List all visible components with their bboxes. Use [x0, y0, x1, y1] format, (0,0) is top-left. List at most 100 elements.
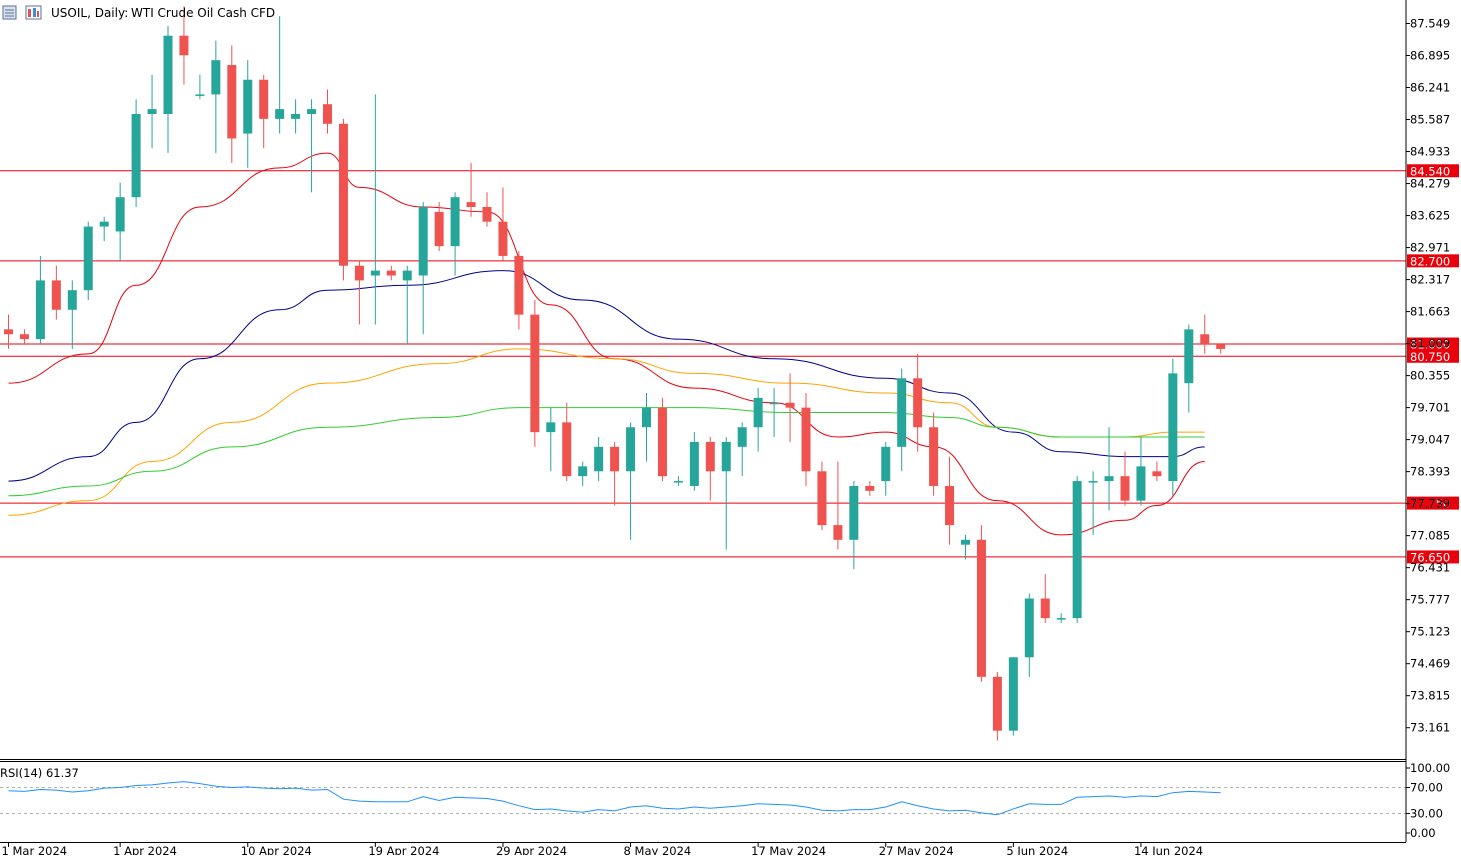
candle-body — [594, 446, 604, 472]
candle-body — [67, 290, 77, 310]
price-level-label: 80.750 — [1410, 350, 1450, 364]
moving-average-line — [8, 270, 1205, 482]
candle-body — [913, 378, 923, 428]
price-tick-label: 81.009 — [1410, 337, 1450, 351]
candle-body — [514, 255, 524, 315]
rsi-panel: RSI(14) 61.37 100.00 70.00 30.00 0.00 — [0, 761, 1450, 840]
candle — [1216, 344, 1226, 354]
time-tick-label: 29 Apr 2024 — [496, 844, 567, 855]
chart-window-icon[interactable] — [2, 5, 17, 20]
candle-body — [179, 35, 189, 56]
candlesticks — [4, 6, 1226, 741]
candle — [801, 392, 811, 486]
candle-body — [195, 94, 205, 96]
candle-body — [657, 407, 667, 477]
candle — [689, 432, 699, 491]
candle — [307, 99, 317, 193]
candle — [418, 202, 428, 335]
candle — [849, 481, 859, 570]
candle-body — [976, 539, 986, 677]
candle-body — [849, 485, 859, 540]
candle — [705, 437, 715, 501]
candle — [115, 182, 125, 261]
time-tick-label: 1 Mar 2024 — [2, 844, 68, 855]
symbol-description: WTI Crude Oil Cash CFD — [131, 6, 275, 20]
candle — [881, 441, 891, 496]
candle-body — [83, 226, 93, 291]
candle — [1008, 657, 1018, 736]
price-level-marker — [1407, 254, 1459, 268]
candle — [354, 260, 364, 325]
price-tick-label: 74.469 — [1410, 657, 1450, 671]
time-tick-label: 14 Jun 2024 — [1134, 844, 1203, 855]
moving-average-line — [8, 407, 1205, 497]
candle — [992, 671, 1002, 741]
candle-body — [115, 197, 125, 232]
candle — [594, 437, 604, 482]
candle-body — [642, 407, 651, 428]
candle — [51, 265, 61, 320]
candle-body — [705, 441, 715, 472]
price-tick-label: 77.085 — [1410, 529, 1450, 543]
price-level-label: 77.750 — [1410, 497, 1450, 511]
candle-body — [163, 35, 173, 114]
candle-body — [1040, 598, 1050, 619]
candle-body — [259, 79, 269, 119]
price-tick-label: 75.777 — [1410, 593, 1450, 607]
candle-body — [610, 446, 620, 472]
candle-body — [1008, 657, 1018, 731]
candle-body — [929, 427, 939, 486]
candle-body — [1152, 471, 1162, 477]
candle — [642, 392, 651, 462]
candle-body — [4, 329, 13, 335]
time-tick-label: 8 May 2024 — [624, 844, 692, 855]
candle — [147, 74, 157, 149]
candle — [737, 422, 747, 477]
candle — [1072, 476, 1082, 624]
candle-body — [897, 378, 907, 447]
price-tick-label: 87.549 — [1410, 17, 1450, 31]
candle — [227, 45, 237, 163]
time-tick-label: 10 Apr 2024 — [241, 844, 312, 855]
candle — [498, 187, 508, 261]
candle — [195, 74, 205, 100]
candle-body — [1216, 344, 1226, 349]
candle-body — [418, 206, 428, 276]
candle-body — [243, 79, 253, 134]
time-tick-label: 17 May 2024 — [751, 844, 826, 855]
candle — [833, 461, 843, 550]
candle-body — [1024, 598, 1034, 658]
time-tick-label: 5 Jun 2024 — [1006, 844, 1068, 855]
price-tick-label: 76.431 — [1410, 561, 1450, 575]
price-tick-label: 80.355 — [1410, 369, 1450, 383]
candle — [323, 89, 332, 134]
candle — [1056, 613, 1066, 624]
price-level-label: 84.540 — [1410, 164, 1450, 178]
candle-body — [992, 676, 1002, 731]
price-axis: 87.549 86.895 86.241 85.587 84.933 84.279 83.6… — [0, 0, 1450, 843]
candle — [530, 299, 540, 447]
candle-body — [865, 485, 875, 491]
candle-body — [450, 197, 460, 247]
price-level-label: 81.000 — [1410, 338, 1450, 352]
candle — [370, 94, 380, 325]
candle-body — [1072, 481, 1082, 619]
candle-body — [1184, 329, 1194, 384]
candle — [1136, 437, 1146, 506]
candle-body — [769, 402, 779, 405]
moving-average-line — [8, 152, 1205, 536]
candle — [83, 221, 93, 300]
candle-body — [386, 270, 396, 276]
price-tick-label: 85.587 — [1410, 113, 1450, 127]
candle-body — [961, 539, 970, 545]
chart-header: USOIL, Daily: WTI Crude Oil Cash CFD — [2, 5, 275, 20]
price-tick-label: 86.241 — [1410, 81, 1450, 95]
symbol-icon[interactable] — [25, 5, 42, 20]
candle — [19, 329, 29, 345]
candle — [1168, 358, 1178, 496]
price-level-marker — [1407, 337, 1459, 351]
candle-body — [1200, 334, 1210, 345]
price-tick-label: 82.971 — [1410, 241, 1450, 255]
